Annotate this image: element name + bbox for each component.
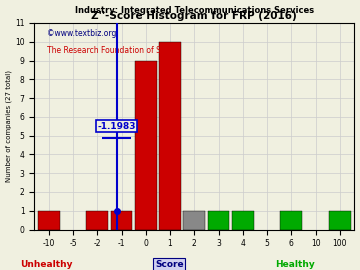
Bar bbox=[329, 211, 351, 230]
Bar bbox=[111, 211, 132, 230]
Y-axis label: Number of companies (27 total): Number of companies (27 total) bbox=[5, 70, 12, 182]
Bar bbox=[135, 60, 157, 230]
Text: -1.1983: -1.1983 bbox=[98, 122, 136, 131]
Text: Score: Score bbox=[155, 260, 184, 269]
Bar bbox=[183, 211, 205, 230]
Text: ©www.textbiz.org: ©www.textbiz.org bbox=[47, 29, 116, 38]
Bar bbox=[232, 211, 254, 230]
Bar bbox=[280, 211, 302, 230]
Bar bbox=[159, 42, 181, 229]
Text: Healthy: Healthy bbox=[275, 260, 315, 269]
Bar bbox=[86, 211, 108, 230]
Bar bbox=[208, 211, 229, 230]
Text: The Research Foundation of SUNY: The Research Foundation of SUNY bbox=[47, 46, 177, 55]
Bar bbox=[38, 211, 60, 230]
Title: Z''-Score Histogram for FRP (2016): Z''-Score Histogram for FRP (2016) bbox=[91, 11, 297, 21]
Text: Unhealthy: Unhealthy bbox=[21, 260, 73, 269]
Text: Industry: Integrated Telecommunications Services: Industry: Integrated Telecommunications … bbox=[75, 6, 314, 15]
